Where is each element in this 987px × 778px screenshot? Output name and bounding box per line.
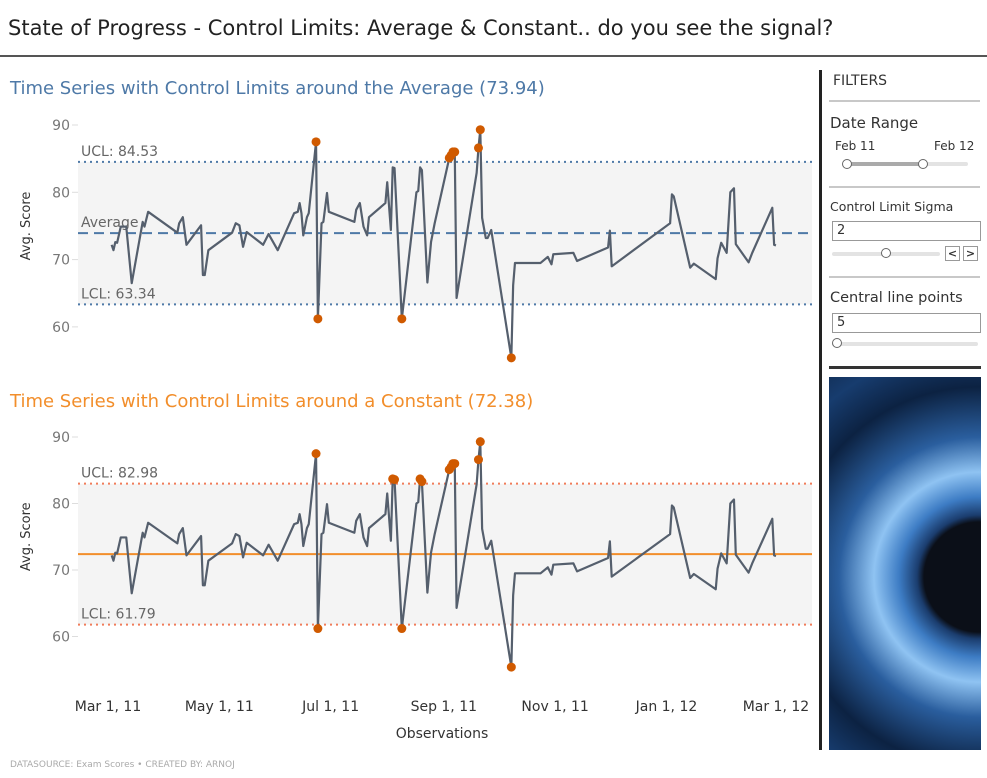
outlier-point (311, 137, 321, 147)
outlier-point (390, 475, 400, 485)
y-tick-label: 80 (52, 497, 70, 513)
x-tick-label: Mar 1, 11 (75, 699, 142, 715)
ucl-label: UCL: 82.98 (81, 466, 158, 482)
outlier-point (397, 624, 407, 634)
outlier-point (417, 477, 427, 487)
outlier-point (397, 314, 407, 324)
footer-credits: DATASOURCE: Exam Scores • CREATED BY: AR… (10, 760, 235, 770)
sigma-input[interactable]: 2 (832, 221, 981, 241)
sigma-slider-handle[interactable] (881, 248, 891, 258)
x-tick-label: Mar 1, 12 (743, 699, 810, 715)
ucl-label: UCL: 84.53 (81, 144, 158, 160)
constant-control-chart[interactable]: 90 80 70 60 Avg. Score UCL: 82.98 LCL: 61.79 Ma… (0, 0, 815, 750)
outlier-point (313, 314, 323, 324)
outlier-point (450, 459, 460, 469)
lcl-label: LCL: 63.34 (81, 286, 156, 302)
outlier-point (506, 353, 516, 363)
y-tick-label: 90 (52, 118, 70, 134)
constant-chart-title: Time Series with Control Limits around a… (10, 391, 534, 412)
divider (829, 100, 980, 102)
series-line (110, 128, 777, 359)
central-points-slider-handle[interactable] (832, 338, 842, 348)
date-range-selected (847, 162, 923, 166)
sigma-label: Control Limit Sigma (830, 199, 954, 214)
outlier-point (475, 125, 485, 135)
central-points-label: Central line points (830, 290, 963, 306)
outlier-point (473, 455, 483, 465)
filters-divider (819, 70, 822, 750)
y-tick-label: 90 (52, 430, 70, 446)
y-tick-label: 70 (52, 253, 70, 269)
filters-title: FILTERS (833, 73, 888, 89)
outlier-point (311, 449, 321, 459)
divider (829, 366, 981, 369)
central-points-input[interactable]: 5 (832, 313, 981, 333)
date-range-label: Date Range (830, 114, 919, 132)
y-axis-title: Avg. Score (19, 192, 34, 261)
y-axis-title: Avg. Score (19, 502, 34, 571)
divider (829, 186, 980, 188)
outlier-point (313, 624, 323, 634)
y-tick-label: 70 (52, 563, 70, 579)
date-range-start: Feb 11 (835, 139, 876, 153)
date-range-end: Feb 12 (934, 139, 975, 153)
average-chart-title: Time Series with Control Limits around t… (10, 78, 545, 99)
x-tick-label: Jan 1, 12 (635, 699, 698, 715)
y-tick-label: 60 (52, 630, 70, 646)
title-divider (0, 55, 987, 57)
divider (829, 276, 980, 278)
outlier-point (473, 143, 483, 153)
date-range-start-handle[interactable] (842, 159, 852, 169)
date-range-end-handle[interactable] (918, 159, 928, 169)
x-tick-label: May 1, 11 (185, 699, 254, 715)
lcl-label: LCL: 61.79 (81, 607, 156, 623)
x-axis-title: Observations (396, 726, 489, 742)
central-points-slider[interactable] (832, 342, 978, 346)
sigma-next-button[interactable]: > (963, 246, 978, 261)
x-tick-label: Nov 1, 11 (521, 699, 588, 715)
x-tick-label: Jul 1, 11 (301, 699, 359, 715)
sigma-prev-button[interactable]: < (945, 246, 960, 261)
y-tick-label: 60 (52, 320, 70, 336)
outlier-point (450, 147, 460, 157)
eye-image (829, 377, 981, 750)
y-tick-label: 80 (52, 185, 70, 201)
outlier-point (506, 662, 516, 672)
outlier-point (475, 437, 485, 447)
dashboard-title: State of Progress - Control Limits: Aver… (8, 16, 834, 40)
x-tick-label: Sep 1, 11 (411, 699, 477, 715)
